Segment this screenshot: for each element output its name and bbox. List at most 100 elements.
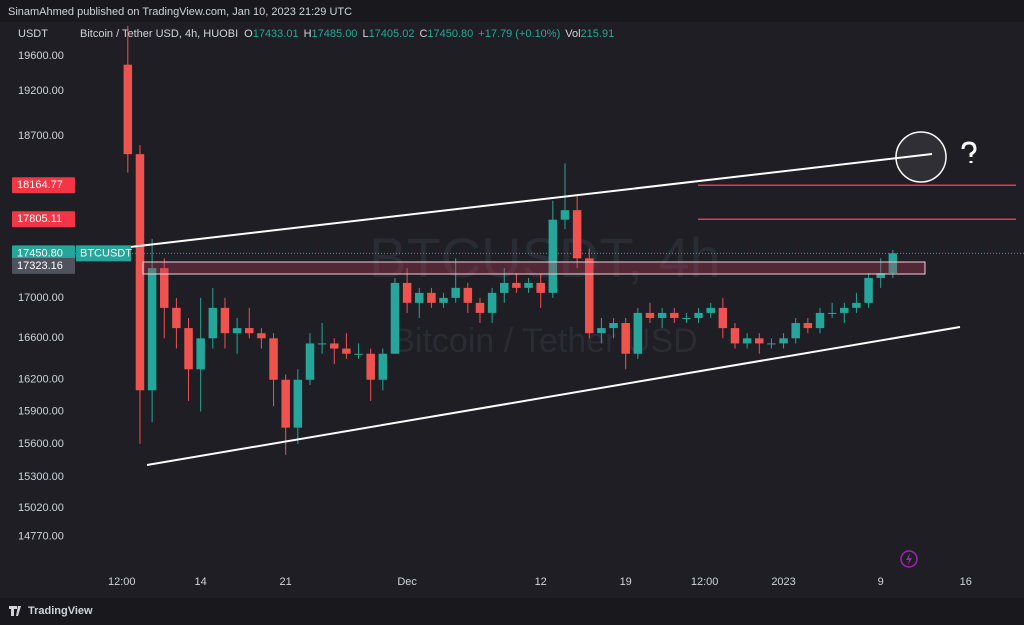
x-tick-label: 12:00 xyxy=(691,576,719,588)
y-tick-label: 15600.00 xyxy=(18,438,64,450)
y-tick-label: 18700.00 xyxy=(18,130,64,142)
y-tick-label: 15900.00 xyxy=(18,405,64,417)
icon xyxy=(906,553,912,565)
watermark: BTCUSDT, 4h xyxy=(369,226,721,289)
legend-value: +17.79 (+0.10%) xyxy=(478,28,560,40)
legend-value: 17450.80 xyxy=(427,28,473,40)
trendline xyxy=(129,153,933,248)
candle-body xyxy=(840,307,849,313)
candle-body xyxy=(852,302,861,308)
x-tick-label: 12:00 xyxy=(108,576,136,588)
candle-body xyxy=(815,312,825,329)
price-label-box xyxy=(12,211,75,228)
candle-body xyxy=(657,312,667,318)
price-label-box xyxy=(12,257,75,274)
candle-body xyxy=(888,253,898,274)
candle-body xyxy=(791,323,800,339)
candle-body xyxy=(245,328,254,334)
candle-body xyxy=(147,268,157,391)
candle-body xyxy=(827,312,837,314)
candle-body xyxy=(475,302,485,313)
symbol-tag-box xyxy=(76,245,131,262)
x-tick-label: 16 xyxy=(960,576,972,588)
candle-body xyxy=(670,312,679,318)
candle-body xyxy=(293,379,303,428)
brand: TradingView xyxy=(28,605,93,617)
candle-body xyxy=(172,307,181,329)
candle-body xyxy=(135,154,145,391)
candle-body xyxy=(742,338,752,344)
candle-body xyxy=(342,348,351,354)
candle-body xyxy=(706,307,715,313)
candle-body xyxy=(269,338,278,380)
candle-body xyxy=(536,282,545,293)
candle-body xyxy=(755,338,764,344)
legend-label: H xyxy=(304,28,312,40)
candle-body xyxy=(415,292,424,303)
legend-value: 17405.02 xyxy=(369,28,415,40)
candle-body xyxy=(232,328,242,334)
symbol-tag: BTCUSDT xyxy=(80,247,132,259)
candle-body xyxy=(512,282,521,288)
legend-label: Vol xyxy=(565,28,580,40)
candle-body xyxy=(354,353,363,355)
y-tick-label: 19200.00 xyxy=(18,85,64,97)
x-tick-label: 21 xyxy=(280,576,292,588)
y-tick-label: 15300.00 xyxy=(18,471,64,483)
candle-body xyxy=(317,343,327,345)
candle-body xyxy=(803,323,813,329)
y-tick-label: 19600.00 xyxy=(18,50,64,62)
candle-body xyxy=(487,292,497,313)
candle-body xyxy=(378,353,388,380)
y-tick-label: 15020.00 xyxy=(18,502,64,514)
x-tick-label: Dec xyxy=(397,576,417,588)
legend-label: O xyxy=(244,28,253,40)
bottom-bar xyxy=(0,598,1024,625)
candle-body xyxy=(597,328,606,334)
price-label: 17450.80 xyxy=(17,247,63,259)
trendline xyxy=(146,326,961,466)
candle-body xyxy=(524,282,533,288)
candle-body xyxy=(572,210,582,259)
candle-body xyxy=(305,343,315,380)
legend-value: 215.91 xyxy=(581,28,615,40)
top-bar xyxy=(0,0,1024,22)
candle-body xyxy=(585,258,594,334)
candle-body xyxy=(123,64,133,155)
candle-body xyxy=(730,328,740,344)
candle-body xyxy=(390,282,400,354)
candle-body xyxy=(779,338,788,344)
price-label: 17323.16 xyxy=(17,260,63,272)
candle-body xyxy=(718,307,728,329)
price-label: 18164.77 xyxy=(17,179,63,191)
candle-body xyxy=(876,273,885,278)
x-tick-label: 19 xyxy=(620,576,632,588)
candle-body xyxy=(633,312,643,354)
publisher: SinamAhmed published on TradingView.com,… xyxy=(8,6,352,18)
legend-label: C xyxy=(419,28,427,40)
candle-body xyxy=(208,307,218,339)
price-label: 17805.11 xyxy=(17,213,62,225)
icon xyxy=(900,550,918,568)
watermark: Bitcoin / Tether USD xyxy=(392,322,698,360)
candle-body xyxy=(196,338,205,370)
x-tick-label: 9 xyxy=(878,576,884,588)
candle-body xyxy=(609,323,618,329)
circle xyxy=(895,131,947,183)
candle-body xyxy=(439,297,448,303)
candle-body xyxy=(694,312,703,318)
candle-body xyxy=(463,287,473,303)
candle-body xyxy=(500,282,509,293)
candle-body xyxy=(451,287,460,298)
chart-title: Bitcoin / Tether USD, 4h, HUOBI xyxy=(80,28,238,40)
logo xyxy=(9,606,21,616)
candle-body xyxy=(427,292,436,303)
candle-body xyxy=(257,333,266,339)
legend-value: 17433.01 xyxy=(253,28,299,40)
price-label-box xyxy=(12,177,75,194)
y-unit: USDT xyxy=(18,28,48,40)
x-tick-label: 2023 xyxy=(771,576,795,588)
y-tick-label: 17000.00 xyxy=(18,292,64,304)
candle-body xyxy=(767,343,776,345)
